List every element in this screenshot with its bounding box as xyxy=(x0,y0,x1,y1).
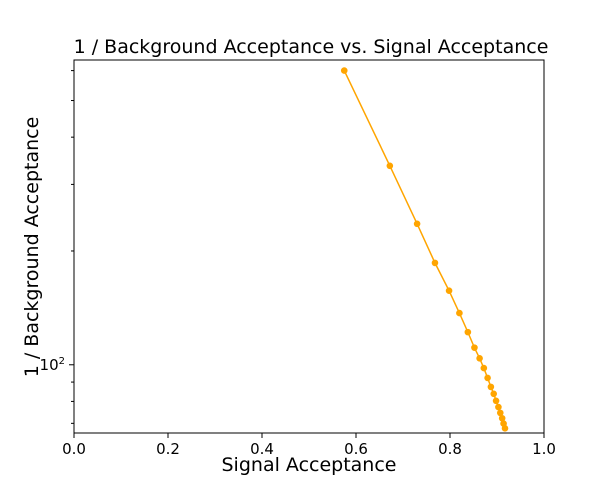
plot-frame xyxy=(73,59,545,434)
data-point xyxy=(498,414,506,422)
y-axis-label: 1 / Background Acceptance xyxy=(21,117,43,378)
data-point xyxy=(464,328,472,336)
x-tick-label: 0.8 xyxy=(438,440,462,458)
x-tick-label: 0.2 xyxy=(156,440,180,458)
data-point xyxy=(431,259,439,267)
data-point xyxy=(445,287,453,295)
plot-area xyxy=(340,67,509,432)
data-point xyxy=(480,364,488,372)
data-point xyxy=(495,403,502,411)
series-line xyxy=(343,70,506,429)
data-point xyxy=(501,425,509,432)
data-point xyxy=(492,397,500,405)
data-point xyxy=(471,344,478,351)
x-tick-label: 0.4 xyxy=(250,440,274,458)
x-tick-label: 1.0 xyxy=(532,440,556,458)
x-tick-label: 0.6 xyxy=(344,440,368,458)
data-point xyxy=(484,374,491,382)
data-point xyxy=(340,67,348,74)
axes: 0.0 0.2 0.4 0.6 0.8 1.0 102 xyxy=(40,70,556,458)
data-point xyxy=(496,409,504,417)
data-point xyxy=(487,383,495,391)
x-axis-label: Signal Acceptance xyxy=(222,454,397,476)
x-tick-label: 0.0 xyxy=(62,440,86,458)
chart-title: 1 / Background Acceptance vs. Signal Acc… xyxy=(74,36,549,58)
data-point xyxy=(490,390,498,398)
data-point xyxy=(456,309,463,317)
data-point xyxy=(386,162,394,170)
data-point xyxy=(413,220,421,228)
y-tick-label: 102 xyxy=(40,356,65,374)
data-point xyxy=(476,355,483,362)
